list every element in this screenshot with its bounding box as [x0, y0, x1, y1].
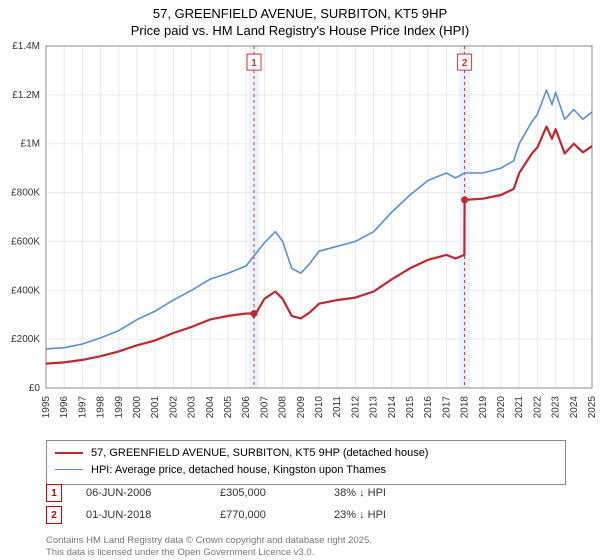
marker-pct: 38% ↓ HPI	[334, 487, 434, 499]
svg-text:2018: 2018	[460, 396, 471, 419]
marker-row: 2 01-JUN-2018 £770,000 23% ↓ HPI	[46, 506, 434, 524]
title-line2: Price paid vs. HM Land Registry's House …	[0, 23, 600, 40]
svg-text:2015: 2015	[405, 396, 416, 419]
marker-price: £770,000	[220, 509, 310, 521]
marker-date: 06-JUN-2006	[86, 487, 196, 499]
svg-text:£1.2M: £1.2M	[12, 90, 40, 101]
svg-text:2001: 2001	[150, 396, 161, 419]
svg-text:2021: 2021	[514, 396, 525, 419]
marker-price: £305,000	[220, 487, 310, 499]
marker-badge: 1	[46, 484, 62, 502]
svg-text:2002: 2002	[168, 396, 179, 419]
svg-text:1: 1	[251, 58, 257, 69]
marker-pct: 23% ↓ HPI	[334, 509, 434, 521]
svg-text:2004: 2004	[205, 396, 216, 419]
legend-item-hpi: HPI: Average price, detached house, King…	[55, 462, 557, 479]
svg-text:2017: 2017	[441, 396, 452, 419]
legend-swatch	[55, 469, 83, 470]
footer-line2: This data is licensed under the Open Gov…	[46, 547, 372, 558]
chart-title: 57, GREENFIELD AVENUE, SURBITON, KT5 9HP…	[0, 0, 600, 40]
legend-label: HPI: Average price, detached house, King…	[91, 462, 386, 479]
svg-text:2: 2	[462, 58, 468, 69]
svg-text:2000: 2000	[132, 396, 143, 419]
svg-text:2014: 2014	[387, 396, 398, 419]
svg-text:1996: 1996	[59, 396, 70, 419]
line-chart: £0 £200K £400K £600K £800K £1M £1.2M £1.4M 1995 1…	[0, 40, 600, 432]
legend-item-subject: 57, GREENFIELD AVENUE, SURBITON, KT5 9HP…	[55, 445, 557, 462]
chart-svg: £0 £200K £400K £600K £800K £1M £1.2M £1.4M 1995 1…	[0, 40, 600, 432]
svg-text:2020: 2020	[496, 396, 507, 419]
svg-text:£800K: £800K	[11, 188, 40, 199]
svg-text:1999: 1999	[114, 396, 125, 419]
svg-text:£1M: £1M	[21, 139, 40, 150]
footer-attribution: Contains HM Land Registry data © Crown c…	[46, 535, 372, 558]
svg-text:2006: 2006	[241, 396, 252, 419]
svg-text:2005: 2005	[223, 396, 234, 419]
legend: 57, GREENFIELD AVENUE, SURBITON, KT5 9HP…	[46, 440, 566, 485]
svg-text:2003: 2003	[187, 396, 198, 419]
svg-text:£600K: £600K	[11, 236, 40, 247]
title-line1: 57, GREENFIELD AVENUE, SURBITON, KT5 9HP	[0, 6, 600, 23]
svg-text:2008: 2008	[278, 396, 289, 419]
svg-text:1995: 1995	[41, 396, 52, 419]
svg-text:2012: 2012	[350, 396, 361, 419]
legend-swatch	[55, 452, 83, 454]
svg-text:1998: 1998	[96, 396, 107, 419]
svg-text:2011: 2011	[332, 396, 343, 418]
svg-text:2025: 2025	[587, 396, 598, 419]
marker-row: 1 06-JUN-2006 £305,000 38% ↓ HPI	[46, 484, 434, 502]
svg-text:2013: 2013	[369, 396, 380, 419]
svg-text:2024: 2024	[569, 396, 580, 419]
svg-text:2010: 2010	[314, 396, 325, 419]
svg-text:2007: 2007	[259, 396, 270, 419]
svg-text:£1.4M: £1.4M	[12, 41, 40, 52]
svg-text:£400K: £400K	[11, 285, 40, 296]
legend-label: 57, GREENFIELD AVENUE, SURBITON, KT5 9HP…	[91, 445, 428, 462]
svg-text:2019: 2019	[478, 396, 489, 419]
svg-text:2016: 2016	[423, 396, 434, 419]
svg-text:£200K: £200K	[11, 334, 40, 345]
marker-date: 01-JUN-2018	[86, 509, 196, 521]
footer-line1: Contains HM Land Registry data © Crown c…	[46, 535, 372, 546]
svg-text:1997: 1997	[77, 396, 88, 419]
markers-table: 1 06-JUN-2006 £305,000 38% ↓ HPI 2 01-JU…	[46, 484, 434, 528]
svg-text:£0: £0	[29, 383, 41, 394]
svg-text:2023: 2023	[551, 396, 562, 419]
marker-badge: 2	[46, 506, 62, 524]
svg-text:2009: 2009	[296, 396, 307, 419]
svg-text:2022: 2022	[532, 396, 543, 419]
